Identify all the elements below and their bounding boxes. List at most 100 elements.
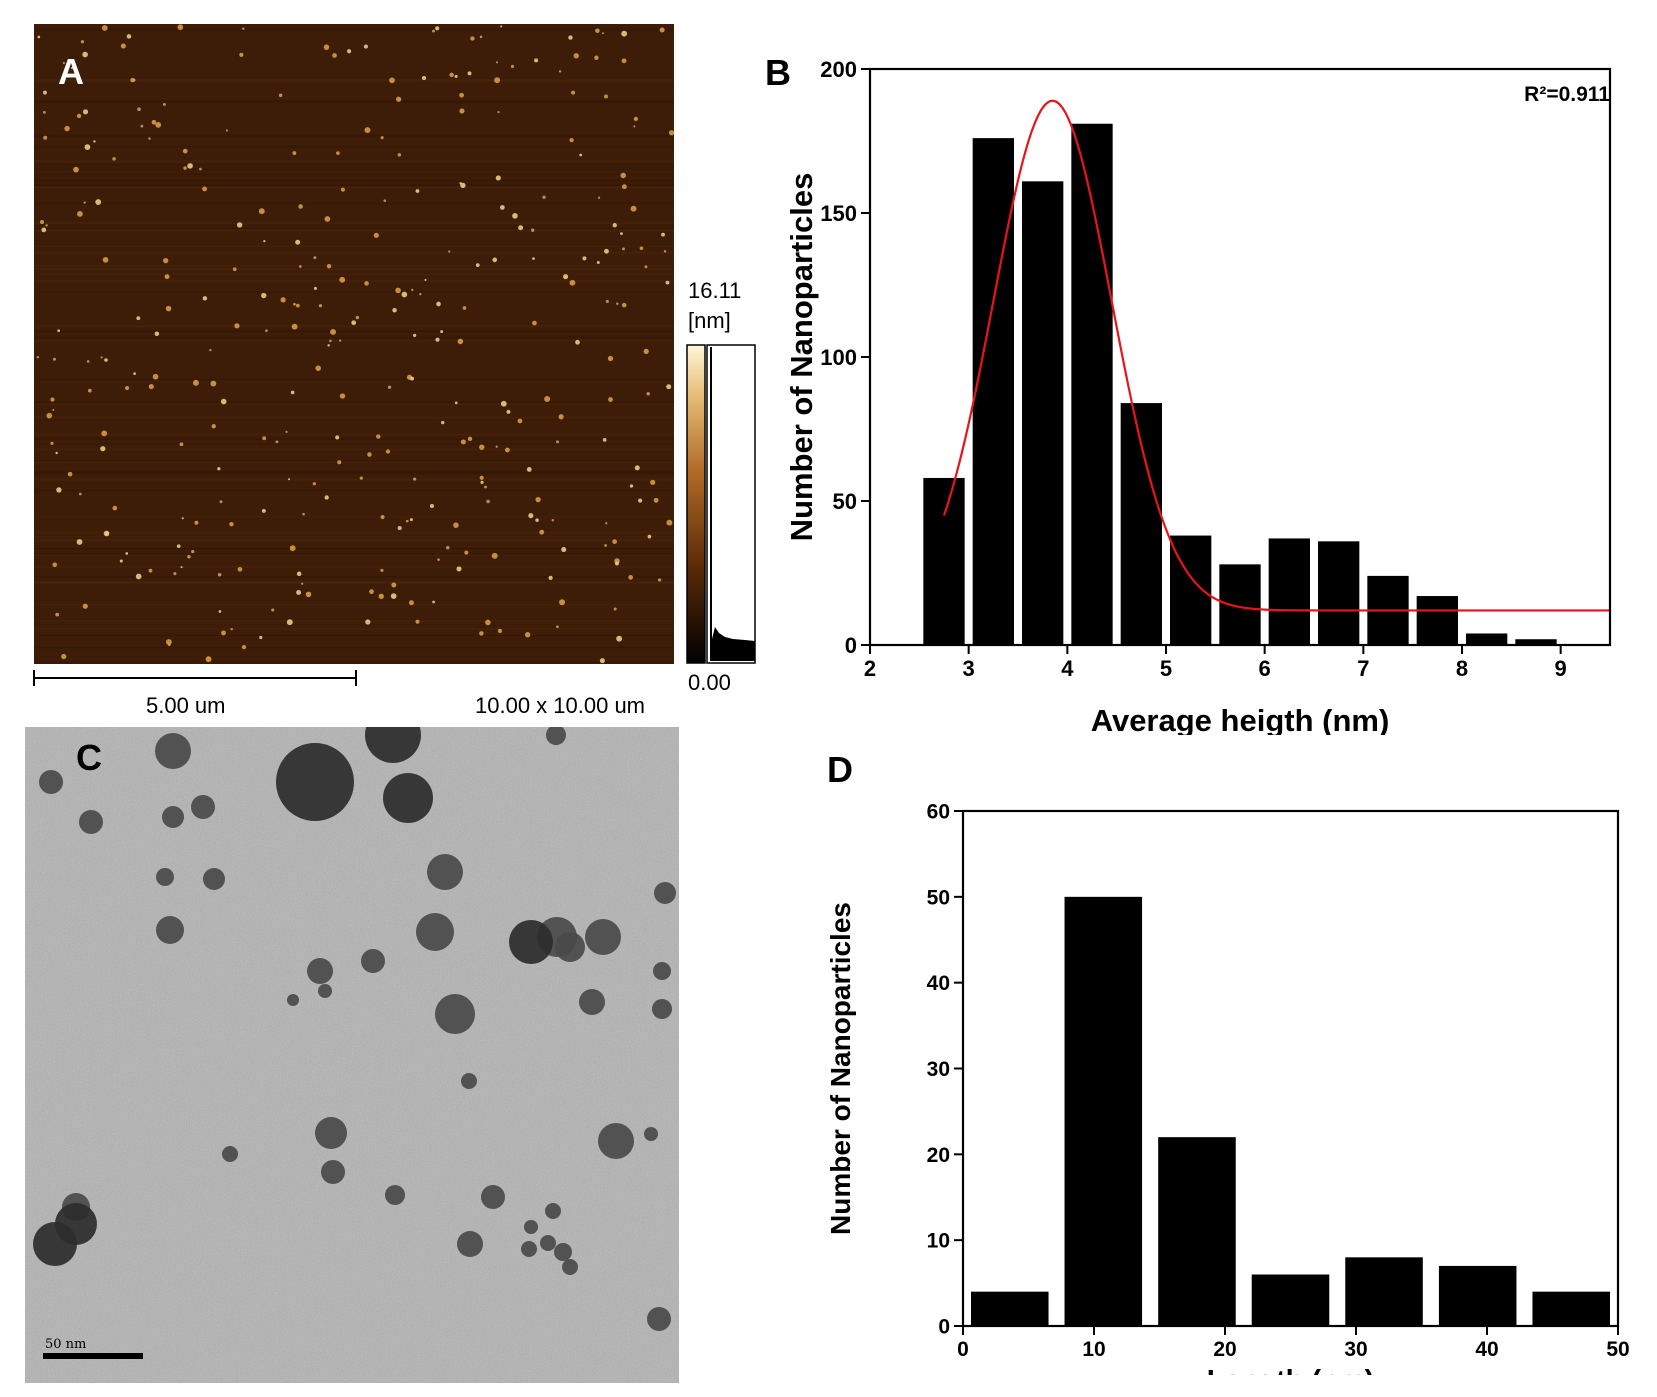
- length-plot-frame: [961, 809, 1620, 1328]
- gaussian-fit-curve: [942, 99, 1610, 612]
- tem-particle: [39, 770, 63, 794]
- y-tick-label: 50: [833, 489, 857, 514]
- tem-particle: [156, 868, 174, 886]
- panel-a-label: A: [58, 51, 84, 92]
- afm-colorbar: [686, 344, 756, 664]
- tem-particle: [385, 1185, 405, 1205]
- tem-particle: [461, 1073, 477, 1089]
- height-y-axis-label: Number of Nanoparticles: [784, 173, 819, 542]
- colorbar-max-label: 16.11: [688, 278, 742, 303]
- histogram-bar-7: [1268, 538, 1310, 645]
- tem-particle: [191, 795, 215, 819]
- panel-d-label: D: [827, 749, 853, 790]
- histogram-bar-4: [1120, 403, 1162, 645]
- tem-particle: [647, 1307, 671, 1331]
- tem-particle: [435, 994, 475, 1034]
- afm-scalebar-label: 5.00 um: [146, 693, 226, 718]
- tem-particle: [365, 727, 421, 763]
- tem-particle: [383, 773, 433, 823]
- x-tick-label: 20: [1213, 1338, 1236, 1361]
- histogram-bar-0: [971, 1291, 1049, 1326]
- tem-particle: [653, 962, 671, 980]
- x-tick-label: 40: [1475, 1338, 1498, 1361]
- tem-background: [25, 727, 679, 1383]
- tem-particle: [540, 1235, 556, 1251]
- y-tick-label: 50: [927, 886, 950, 909]
- x-tick-label: 3: [963, 656, 975, 681]
- tem-particle: [644, 1127, 658, 1141]
- tem-particle: [79, 810, 103, 834]
- tem-particle: [287, 994, 299, 1006]
- tem-particle: [416, 913, 454, 951]
- histogram-bar-6: [1219, 564, 1261, 645]
- histogram-bar-1: [972, 138, 1014, 645]
- histogram-bar-5: [1438, 1265, 1517, 1326]
- tem-micrograph-image: 50 nm: [25, 727, 679, 1383]
- x-tick-label: 7: [1357, 656, 1369, 681]
- histogram-bar-10: [1416, 596, 1458, 645]
- tem-particle: [521, 1241, 537, 1257]
- y-tick-label: 100: [820, 345, 857, 370]
- tem-particle: [654, 882, 676, 904]
- length-y-axis-label: Number of Nanoparticles: [830, 902, 856, 1235]
- x-tick-label: 4: [1061, 656, 1074, 681]
- tem-particle: [222, 1146, 238, 1162]
- length-x-axis-ticks: 0 10 20 30 40 50: [957, 1326, 1630, 1361]
- colorbar-height-histogram: [711, 627, 755, 661]
- height-y-axis-ticks: 0 50 100 150 200: [820, 57, 870, 658]
- histogram-bar-2: [1022, 181, 1064, 645]
- afm-nanoparticle-dots: [36, 24, 674, 664]
- length-y-axis-ticks: 0 10 20 30 40 50 60: [927, 801, 963, 1339]
- tem-particle: [509, 920, 553, 964]
- colorbar-gradient: [686, 344, 706, 664]
- histogram-bar-1: [1064, 896, 1143, 1326]
- histogram-bar-2: [1158, 1137, 1236, 1326]
- height-x-axis-label: Average heigth (nm): [1091, 703, 1390, 735]
- histogram-bar-6: [1532, 1291, 1610, 1326]
- x-tick-label: 6: [1259, 656, 1271, 681]
- tem-particle: [585, 919, 621, 955]
- histogram-bar-11: [1466, 633, 1508, 645]
- panel-b-label: B: [765, 52, 791, 93]
- tem-particle: [598, 1123, 634, 1159]
- tem-particle: [321, 1160, 345, 1184]
- y-tick-label: 200: [820, 57, 857, 82]
- length-histogram-chart: 0 10 20 30 40 50 0 10 20 30 40 50 60 Length (nm) Nu…: [830, 801, 1630, 1375]
- length-histogram-bars: [971, 896, 1610, 1326]
- r-squared-label: R²=0.911: [1524, 83, 1610, 106]
- histogram-bar-8: [1318, 541, 1360, 645]
- tem-scalebar-label: 50 nm: [45, 1337, 86, 1352]
- height-histogram-chart: 2 3 4 5 6 7 8 9 0 50 100 150 200 R²=0.911 Average h…: [784, 57, 1612, 735]
- y-tick-label: 40: [927, 972, 950, 995]
- height-histogram-bars: [923, 123, 1557, 646]
- height-x-axis-ticks: 2 3 4 5 6 7 8 9: [864, 645, 1567, 681]
- tem-particle: [315, 1117, 347, 1149]
- tem-particle: [203, 868, 225, 890]
- histogram-bar-3: [1071, 123, 1113, 646]
- tem-particle: [652, 999, 672, 1019]
- afm-scan-lines: [34, 27, 674, 664]
- tem-scalebar: [43, 1353, 143, 1359]
- afm-scan-size-label: 10.00 x 10.00 um: [475, 693, 646, 718]
- tem-particle: [156, 916, 184, 944]
- x-tick-label: 0: [957, 1338, 969, 1361]
- x-tick-label: 5: [1160, 656, 1172, 681]
- tem-particle: [155, 733, 191, 769]
- x-tick-label: 8: [1456, 656, 1468, 681]
- length-x-axis-label: Length (nm): [1207, 1365, 1375, 1375]
- histogram-bar-3: [1251, 1274, 1330, 1326]
- colorbar-histogram-box: [706, 344, 756, 664]
- tem-particle: [162, 806, 184, 828]
- afm-scalebar: [33, 670, 357, 686]
- y-tick-label: 0: [845, 633, 857, 658]
- y-tick-label: 30: [927, 1058, 950, 1081]
- histogram-bar-4: [1345, 1257, 1423, 1326]
- x-tick-label: 50: [1606, 1338, 1629, 1361]
- afm-topography-image: [34, 24, 674, 664]
- y-tick-label: 20: [927, 1144, 950, 1167]
- panel-c-label: C: [76, 737, 102, 778]
- histogram-bar-12: [1515, 639, 1557, 645]
- tem-particle: [457, 1231, 483, 1257]
- x-tick-label: 30: [1344, 1338, 1367, 1361]
- tem-particle: [554, 1243, 572, 1261]
